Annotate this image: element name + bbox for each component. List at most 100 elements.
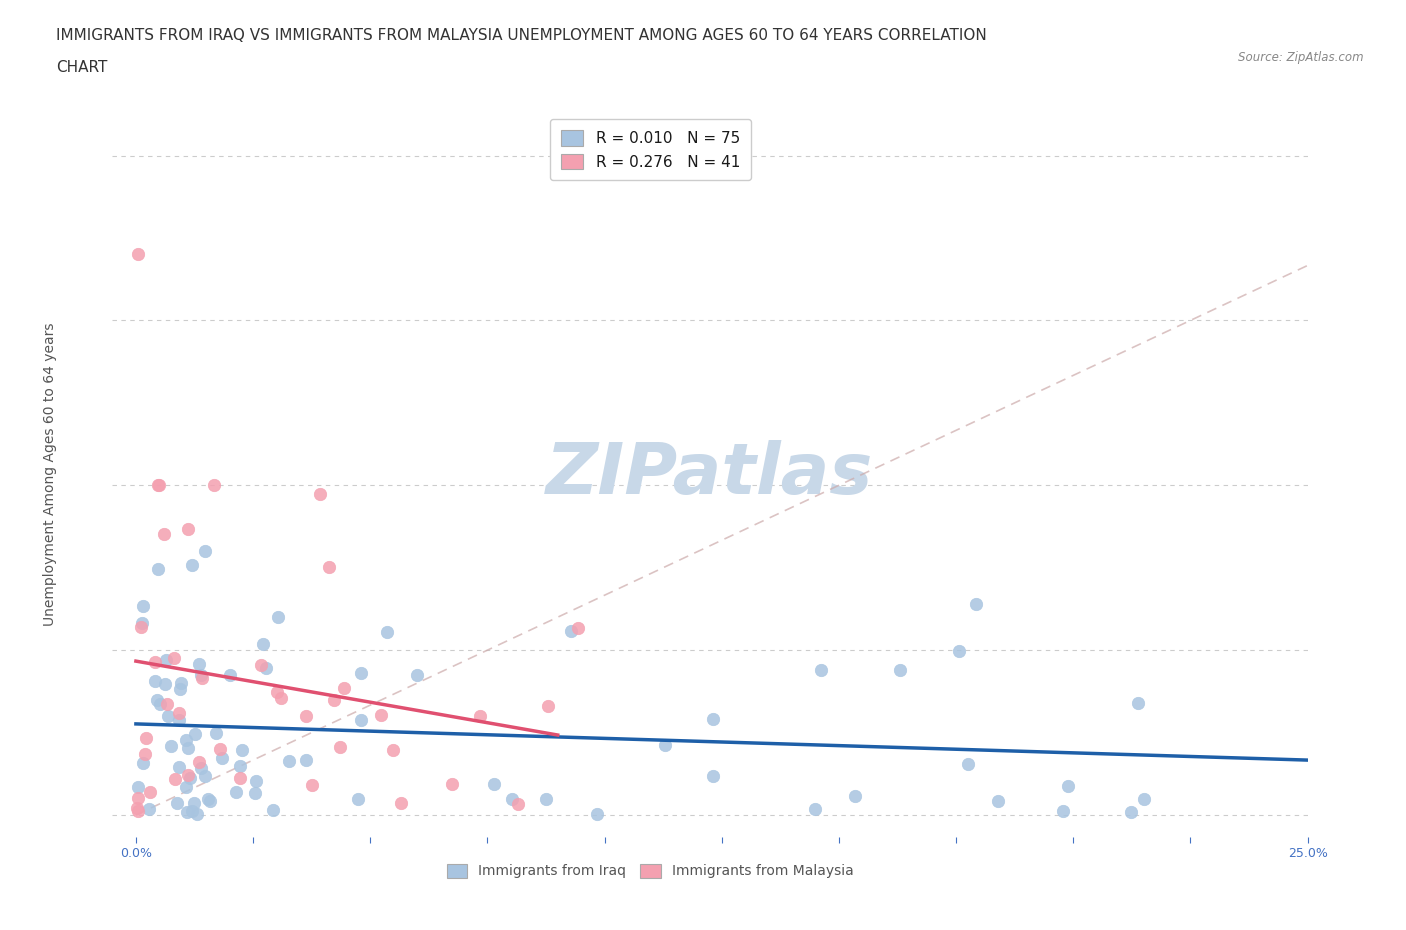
Point xyxy=(135,731,157,746)
Point xyxy=(965,597,987,612)
Point xyxy=(228,770,250,785)
Point xyxy=(181,557,204,572)
Point xyxy=(1119,804,1142,819)
Point xyxy=(167,706,190,721)
Point xyxy=(956,756,979,771)
Point xyxy=(176,804,198,819)
Point xyxy=(148,478,170,493)
Point xyxy=(165,772,187,787)
Point xyxy=(294,709,316,724)
Point xyxy=(1056,778,1078,793)
Point xyxy=(370,708,392,723)
Point xyxy=(127,804,149,818)
Point xyxy=(160,739,183,754)
Point xyxy=(295,753,318,768)
Point xyxy=(440,777,463,791)
Point xyxy=(131,616,153,631)
Point xyxy=(200,793,222,808)
Point xyxy=(381,743,404,758)
Point xyxy=(301,777,323,792)
Point xyxy=(211,751,233,765)
Point xyxy=(177,522,200,537)
Point xyxy=(132,599,155,614)
Point xyxy=(534,791,557,806)
Point xyxy=(208,741,231,756)
Point xyxy=(219,668,242,683)
Point xyxy=(143,655,166,670)
Point xyxy=(560,623,582,638)
Point xyxy=(254,660,277,675)
Point xyxy=(179,771,201,786)
Point xyxy=(132,755,155,770)
Point xyxy=(1126,696,1149,711)
Point xyxy=(333,681,356,696)
Point xyxy=(186,807,208,822)
Y-axis label: Unemployment Among Ages 60 to 64 years: Unemployment Among Ages 60 to 64 years xyxy=(42,323,56,626)
Point xyxy=(177,740,200,755)
Point xyxy=(243,785,266,800)
Point xyxy=(146,693,169,708)
Point xyxy=(702,768,724,783)
Point xyxy=(155,653,177,668)
Point xyxy=(375,624,398,639)
Point xyxy=(134,747,156,762)
Point xyxy=(1133,791,1156,806)
Point xyxy=(190,761,212,776)
Point xyxy=(156,709,179,724)
Point xyxy=(149,697,172,711)
Point xyxy=(127,790,149,805)
Point xyxy=(225,785,247,800)
Point xyxy=(184,727,207,742)
Point xyxy=(586,807,609,822)
Legend: Immigrants from Iraq, Immigrants from Malaysia: Immigrants from Iraq, Immigrants from Ma… xyxy=(437,854,863,888)
Point xyxy=(166,795,188,810)
Point xyxy=(803,802,825,817)
Point xyxy=(347,791,370,806)
Point xyxy=(127,247,149,262)
Point xyxy=(501,791,523,806)
Point xyxy=(987,793,1010,808)
Point xyxy=(329,739,352,754)
Point xyxy=(267,610,290,625)
Point xyxy=(169,713,191,728)
Point xyxy=(508,797,530,812)
Point xyxy=(948,644,970,658)
Point xyxy=(844,789,866,804)
Point xyxy=(266,684,288,699)
Point xyxy=(163,650,186,665)
Point xyxy=(323,692,346,707)
Point xyxy=(125,801,148,816)
Text: ZIPatlas: ZIPatlas xyxy=(547,440,873,509)
Text: IMMIGRANTS FROM IRAQ VS IMMIGRANTS FROM MALAYSIA UNEMPLOYMENT AMONG AGES 60 TO 6: IMMIGRANTS FROM IRAQ VS IMMIGRANTS FROM … xyxy=(56,28,987,43)
Point xyxy=(567,621,589,636)
Point xyxy=(139,785,162,800)
Point xyxy=(176,767,198,782)
Point xyxy=(153,526,176,541)
Point xyxy=(183,795,205,810)
Point xyxy=(249,658,271,672)
Point xyxy=(202,478,225,493)
Point xyxy=(277,753,299,768)
Point xyxy=(129,620,152,635)
Point xyxy=(174,732,197,747)
Point xyxy=(262,803,284,817)
Point xyxy=(702,711,724,726)
Point xyxy=(174,779,197,794)
Point xyxy=(155,676,177,691)
Point xyxy=(810,662,832,677)
Point xyxy=(204,725,226,740)
Point xyxy=(148,478,170,493)
Point xyxy=(231,742,253,757)
Point xyxy=(1052,804,1074,818)
Point xyxy=(169,682,191,697)
Point xyxy=(188,657,211,671)
Point xyxy=(138,802,160,817)
Point xyxy=(190,668,212,683)
Point xyxy=(187,754,209,769)
Text: Source: ZipAtlas.com: Source: ZipAtlas.com xyxy=(1239,51,1364,64)
Point xyxy=(156,697,179,711)
Point xyxy=(654,737,676,752)
Point xyxy=(482,777,505,791)
Point xyxy=(194,769,217,784)
Point xyxy=(252,636,274,651)
